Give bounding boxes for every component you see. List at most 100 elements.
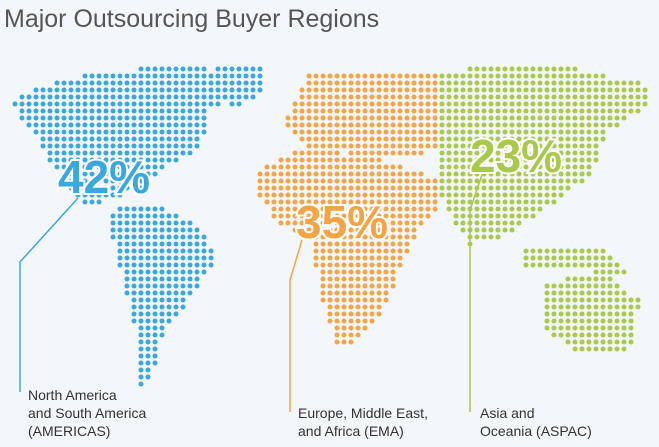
map-dot [551,101,557,107]
map-dot [320,234,326,240]
map-dot [131,136,137,142]
map-dot [418,192,424,198]
map-dot [362,157,368,163]
map-dot [523,248,529,254]
map-dot [348,94,354,100]
map-dot [390,255,396,261]
map-dot [236,94,242,100]
map-dot [306,94,312,100]
map-dot [341,157,347,163]
map-dot [173,297,179,303]
map-dot [229,87,235,93]
map-dot [558,325,564,331]
map-dot [159,318,165,324]
map-dot [509,66,515,72]
map-dot [152,73,158,79]
map-dot [327,304,333,310]
map-dot [68,80,74,86]
map-dot [306,101,312,107]
map-dot [593,101,599,107]
map-dot [271,178,277,184]
map-dot [544,178,550,184]
map-dot [82,73,88,79]
map-dot [418,108,424,114]
map-dot [369,192,375,198]
map-dot [89,143,95,149]
map-dot [523,108,529,114]
map-dot [138,234,144,240]
map-dot [516,171,522,177]
map-dot [152,269,158,275]
map-dot [138,66,144,72]
map-dot [54,122,60,128]
map-dot [544,192,550,198]
map-dot [558,171,564,177]
map-dot [131,115,137,121]
map-dot [376,87,382,93]
map-dot [488,164,494,170]
map-dot [117,129,123,135]
map-dot [565,94,571,100]
map-dot [614,122,620,128]
map-dot [488,185,494,191]
map-dot [586,108,592,114]
map-dot [131,255,137,261]
map-dot [614,115,620,121]
map-dot [173,101,179,107]
map-dot [152,304,158,310]
map-dot [334,192,340,198]
map-dot [320,136,326,142]
map-dot [516,213,522,219]
map-dot [544,143,550,149]
region-label: Europe, Middle East, [298,405,428,421]
map-dot [110,73,116,79]
map-dot [558,150,564,156]
map-dot [383,234,389,240]
map-dot [488,157,494,163]
map-dot [285,213,291,219]
map-dot [201,94,207,100]
map-dot [439,185,445,191]
map-dot [495,178,501,184]
map-dot [341,220,347,226]
map-dot [348,206,354,212]
map-dot [446,164,452,170]
region-label: Asia and [480,405,534,421]
map-dot [607,101,613,107]
map-dot [439,101,445,107]
map-dot [278,199,284,205]
map-dot [460,122,466,128]
map-dot [586,143,592,149]
map-dot [446,101,452,107]
map-dot [61,171,67,177]
map-dot [166,136,172,142]
map-dot [145,66,151,72]
map-dot [152,143,158,149]
map-dot [173,241,179,247]
map-dot [558,262,564,268]
map-dot [341,143,347,149]
map-dot [558,115,564,121]
map-dot [159,164,165,170]
map-dot [551,73,557,79]
map-dot [355,164,361,170]
map-dot [40,101,46,107]
map-dot [481,80,487,86]
map-dot [355,227,361,233]
map-dot [180,290,186,296]
map-dot [397,129,403,135]
map-dot [523,199,529,205]
map-dot [642,87,648,93]
map-dot [474,101,480,107]
map-dot [544,262,550,268]
map-dot [61,122,67,128]
map-dot [145,206,151,212]
map-dot [159,297,165,303]
map-dot [530,73,536,79]
map-dot [523,150,529,156]
map-dot [530,129,536,135]
map-dot [61,108,67,114]
map-dot [425,80,431,86]
map-dot [404,248,410,254]
map-dot [299,108,305,114]
